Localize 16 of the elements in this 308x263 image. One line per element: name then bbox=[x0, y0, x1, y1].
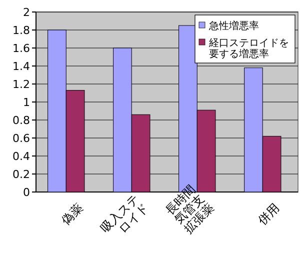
x-tick-label: 併用 bbox=[254, 200, 282, 228]
legend-label: 急性増悪率 bbox=[208, 20, 259, 32]
y-tick-label: 0.8 bbox=[12, 114, 30, 127]
y-tick-label: 2 bbox=[23, 6, 30, 19]
y-tick-label: 0.4 bbox=[12, 150, 30, 163]
y-tick-label: 0.6 bbox=[12, 132, 30, 145]
y-tick-label: 1.2 bbox=[12, 78, 30, 91]
y-tick-label: 0 bbox=[23, 186, 30, 199]
y-tick-label: 1.8 bbox=[12, 24, 30, 37]
y-tick-label: 0.2 bbox=[12, 168, 30, 181]
x-tick-label: 吸入ステ ロイド bbox=[98, 192, 151, 236]
legend-label: 経口ステロイドを要する増悪率 bbox=[208, 38, 289, 60]
y-tick-label: 1.6 bbox=[12, 42, 30, 55]
y-tick-label: 1 bbox=[23, 96, 30, 109]
y-tick-label: 1.4 bbox=[12, 60, 30, 73]
x-tick-label: 偽薬 bbox=[58, 200, 86, 228]
